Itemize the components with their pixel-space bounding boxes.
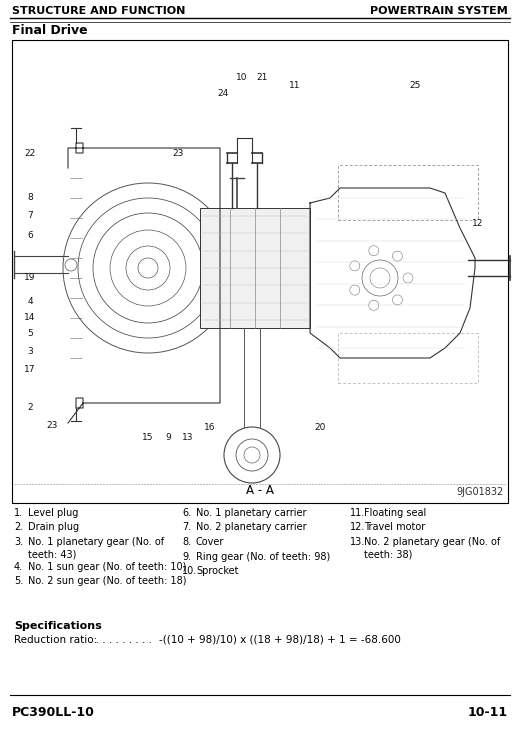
Text: 11.: 11.: [350, 508, 365, 518]
Text: 8.: 8.: [182, 537, 191, 547]
Text: 6: 6: [27, 230, 33, 240]
Text: 4: 4: [27, 297, 33, 306]
Bar: [338, 333, 478, 383]
Bar: [12, 40, 508, 503]
Text: 9.: 9.: [182, 551, 191, 561]
Text: No. 1 sun gear (No. of teeth: 10): No. 1 sun gear (No. of teeth: 10): [28, 561, 186, 572]
Text: Level plug: Level plug: [28, 508, 79, 518]
Text: 19: 19: [24, 273, 36, 282]
Bar: [338, 165, 478, 220]
Text: POWERTRAIN SYSTEM: POWERTRAIN SYSTEM: [370, 6, 508, 16]
Text: A - A: A - A: [246, 484, 274, 497]
Text: 1.: 1.: [14, 508, 23, 518]
Text: -((10 + 98)/10) x ((18 + 98)/18) + 1 = -68.600: -((10 + 98)/10) x ((18 + 98)/18) + 1 = -…: [159, 635, 401, 645]
Text: 10: 10: [236, 73, 248, 83]
Text: 9JG01832: 9JG01832: [457, 487, 504, 497]
Text: 13: 13: [182, 433, 194, 443]
Text: 15: 15: [142, 433, 154, 443]
Text: 20: 20: [314, 424, 326, 432]
Text: 11: 11: [289, 81, 301, 89]
Text: 16: 16: [204, 424, 216, 432]
Text: 25: 25: [409, 81, 421, 89]
Text: Floating seal: Floating seal: [364, 508, 426, 518]
Text: No. 1 planetary carrier: No. 1 planetary carrier: [196, 508, 306, 518]
Text: 7: 7: [27, 210, 33, 219]
Text: 10.: 10.: [182, 566, 197, 576]
Text: 12.: 12.: [350, 523, 366, 532]
Text: 13.: 13.: [350, 537, 365, 547]
Text: . . . . . . . . . .: . . . . . . . . . .: [89, 635, 152, 645]
Text: 24: 24: [217, 89, 229, 97]
Text: 23: 23: [46, 421, 58, 430]
Text: 3.: 3.: [14, 537, 23, 547]
Text: 2.: 2.: [14, 523, 23, 532]
Text: Cover: Cover: [196, 537, 224, 547]
Text: No. 2 sun gear (No. of teeth: 18): No. 2 sun gear (No. of teeth: 18): [28, 576, 187, 586]
Text: Sprocket: Sprocket: [196, 566, 239, 576]
Text: 17: 17: [24, 366, 36, 375]
Text: 23: 23: [172, 149, 184, 158]
Text: teeth: 43): teeth: 43): [28, 550, 76, 559]
Text: Travel motor: Travel motor: [364, 523, 425, 532]
Text: Final Drive: Final Drive: [12, 23, 88, 37]
Text: 10-11: 10-11: [468, 707, 508, 720]
Text: Reduction ratio:: Reduction ratio:: [14, 635, 97, 645]
Text: 5.: 5.: [14, 576, 23, 586]
Text: 4.: 4.: [14, 561, 23, 572]
Text: No. 2 planetary gear (No. of: No. 2 planetary gear (No. of: [364, 537, 500, 547]
Text: PC390LL-10: PC390LL-10: [12, 707, 95, 720]
Text: 5: 5: [27, 328, 33, 337]
Text: 8: 8: [27, 194, 33, 202]
Text: 6.: 6.: [182, 508, 191, 518]
Text: 21: 21: [256, 73, 268, 83]
Text: 9: 9: [165, 433, 171, 443]
Bar: [200, 208, 310, 328]
Text: Ring gear (No. of teeth: 98): Ring gear (No. of teeth: 98): [196, 551, 330, 561]
Text: Specifications: Specifications: [14, 621, 102, 631]
Text: 7.: 7.: [182, 523, 191, 532]
Text: STRUCTURE AND FUNCTION: STRUCTURE AND FUNCTION: [12, 6, 185, 16]
Text: Drain plug: Drain plug: [28, 523, 79, 532]
Text: teeth: 38): teeth: 38): [364, 550, 412, 559]
Text: 2: 2: [27, 403, 33, 413]
Text: No. 2 planetary carrier: No. 2 planetary carrier: [196, 523, 307, 532]
Text: No. 1 planetary gear (No. of: No. 1 planetary gear (No. of: [28, 537, 164, 547]
Text: 22: 22: [24, 149, 36, 158]
Text: 12: 12: [472, 218, 484, 227]
Text: 14: 14: [24, 314, 36, 323]
Bar: [338, 165, 478, 220]
Text: 3: 3: [27, 347, 33, 356]
